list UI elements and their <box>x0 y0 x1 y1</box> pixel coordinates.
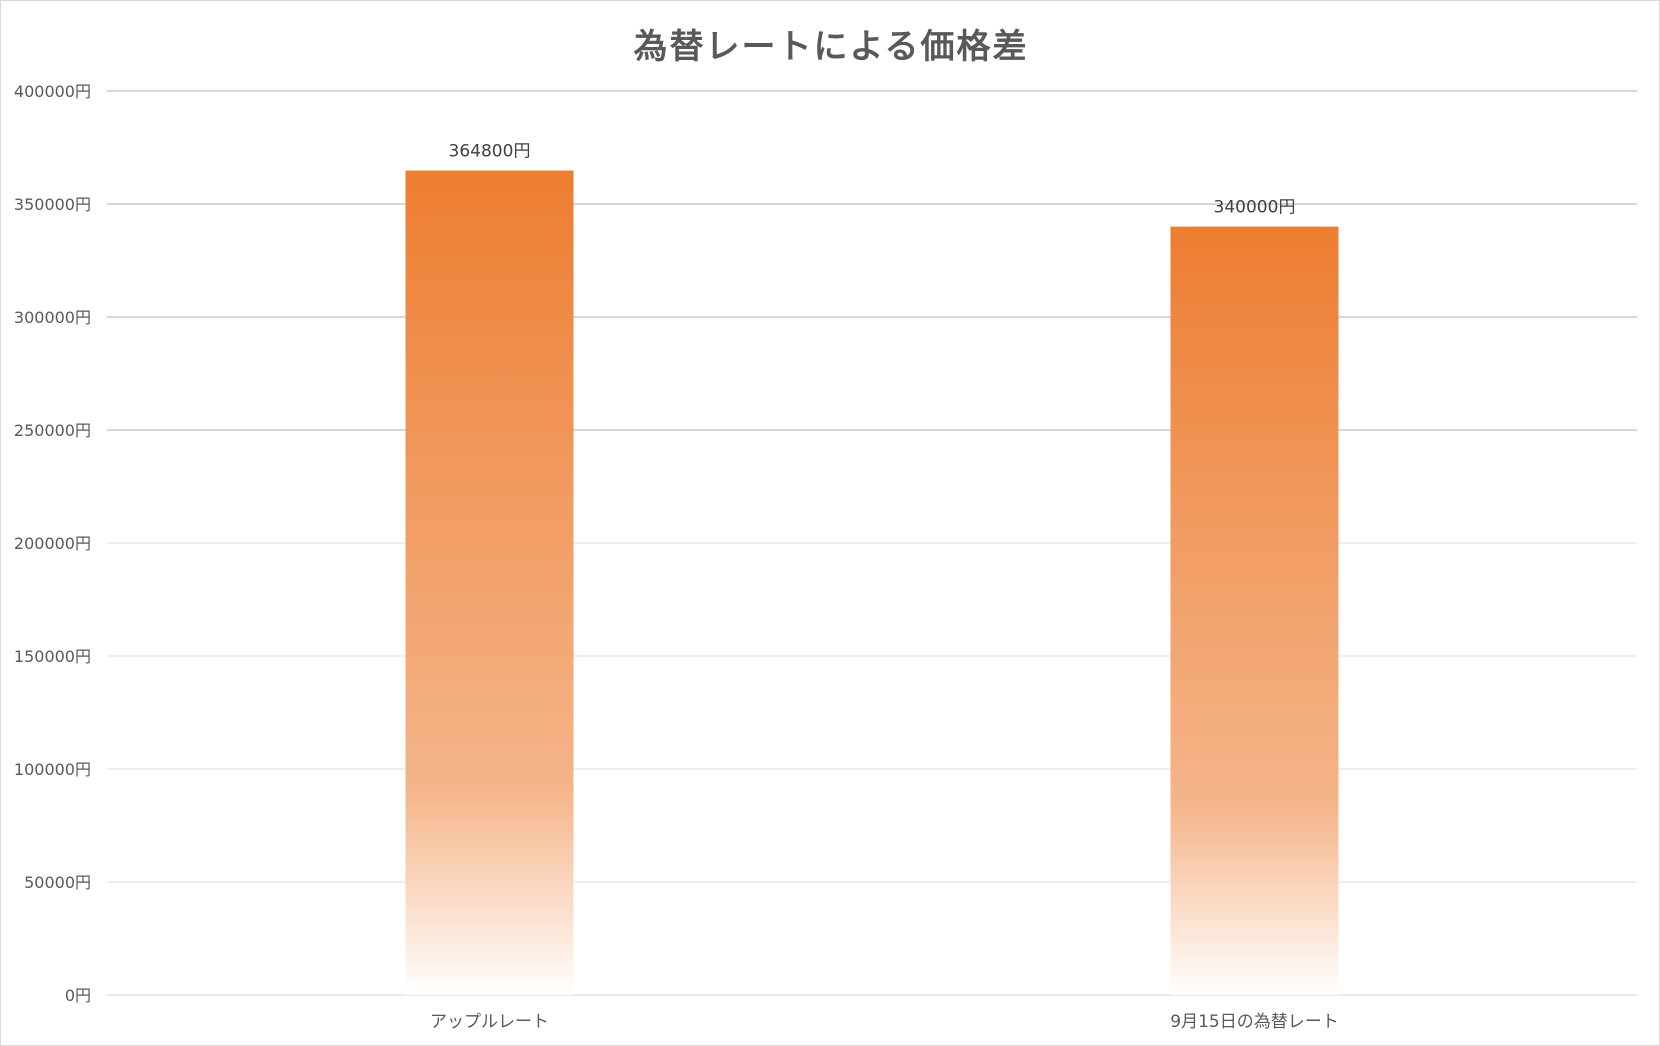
gridlines <box>107 90 1637 996</box>
x-axis-categories: アップルレート 9月15日の為替レート <box>430 1012 1339 1032</box>
bar <box>1170 226 1339 996</box>
data-labels: 364800円 340000円 <box>449 142 1296 218</box>
bar <box>405 170 574 995</box>
y-tick-label: 150000円 <box>14 647 91 666</box>
y-tick-label: 200000円 <box>14 534 91 553</box>
x-category-label: アップルレート <box>430 1012 549 1032</box>
y-tick-label: 50000円 <box>24 873 91 892</box>
y-tick-label: 100000円 <box>14 760 91 779</box>
chart-title: 為替レートによる価格差 <box>633 27 1029 67</box>
data-label: 364800円 <box>449 142 531 162</box>
bars <box>405 170 1339 996</box>
data-label: 340000円 <box>1214 198 1296 218</box>
y-tick-label: 350000円 <box>14 195 91 214</box>
y-tick-label: 250000円 <box>14 421 91 440</box>
y-tick-label: 0円 <box>65 986 91 1005</box>
y-axis-ticks: 0円 50000円 100000円 150000円 200000円 250000円 3000… <box>14 82 91 1005</box>
y-tick-label: 400000円 <box>14 82 91 101</box>
y-tick-label: 300000円 <box>14 308 91 327</box>
x-category-label: 9月15日の為替レート <box>1170 1012 1338 1032</box>
